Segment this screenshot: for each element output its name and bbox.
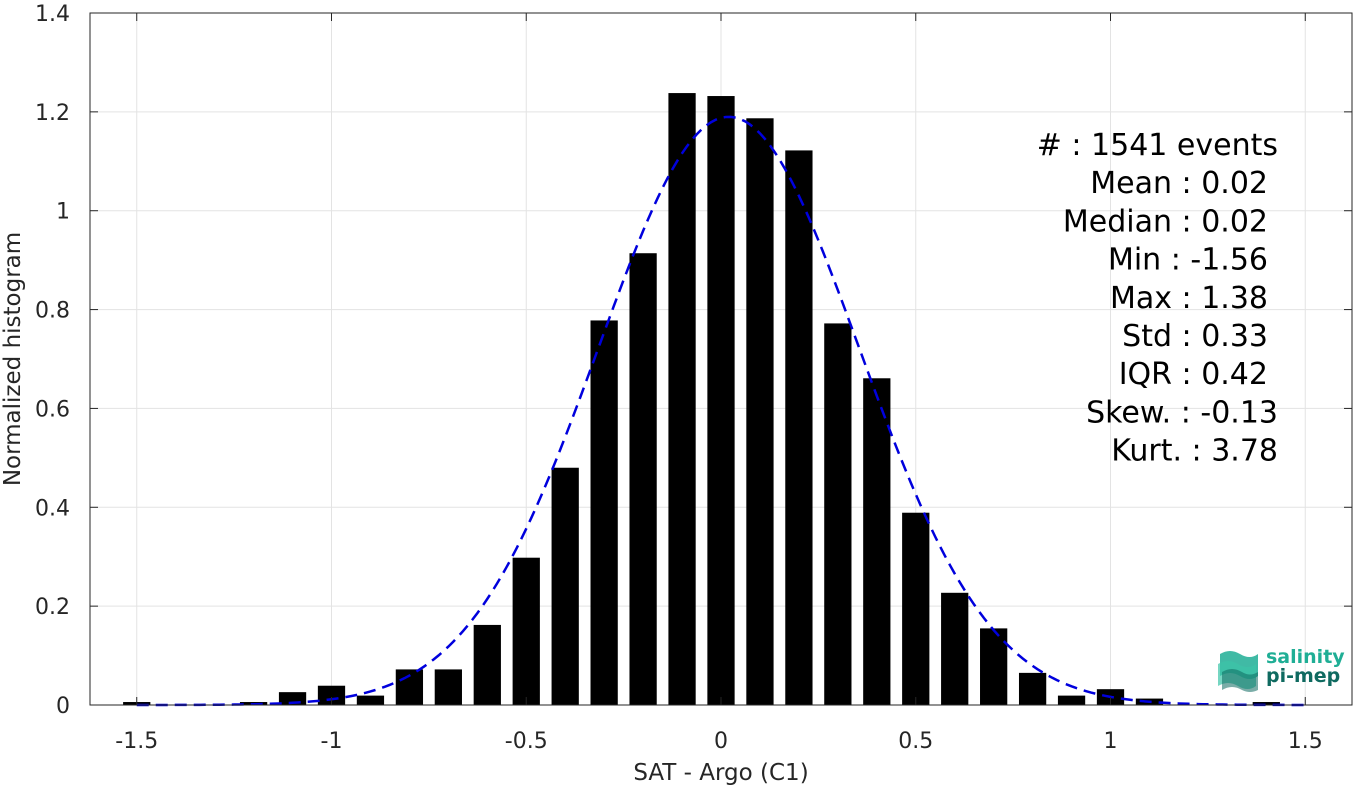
histogram-bar: [668, 93, 696, 706]
y-tick-label: 0: [56, 694, 70, 719]
histogram-bar: [707, 96, 735, 706]
histogram-bar: [512, 557, 540, 705]
histogram-bar: [317, 685, 346, 705]
histogram-bar: [1057, 695, 1086, 705]
y-tick-label: 1.4: [35, 2, 70, 27]
salinity-pimep-logo: salinity pi-mep: [1216, 646, 1346, 696]
wave-logo-icon: [1218, 651, 1258, 692]
x-tick-label: 1: [1104, 729, 1118, 754]
histogram-bars: [123, 93, 1280, 706]
tick-labels: -1.5 -1 -0.5 0 0.5 1 1.5 0 0.2 0.4 0.6 0.8 1 1.2 1.4: [35, 2, 1323, 754]
histogram-bar: [629, 253, 657, 706]
logo-text-salinity: salinity: [1266, 646, 1345, 668]
stat-line: Kurt. : 3.78: [1111, 434, 1278, 469]
histogram-bar: [356, 695, 385, 705]
x-tick-label: 1.5: [1288, 729, 1323, 754]
histogram-bar: [1252, 702, 1280, 705]
histogram-bar: [434, 669, 462, 705]
y-tick-label: 0.6: [35, 397, 70, 422]
histogram-bar: [980, 628, 1008, 705]
x-tick-label: 0.5: [898, 729, 933, 754]
x-tick-label: -1.5: [115, 729, 158, 754]
histogram-bar: [551, 467, 579, 705]
histogram-bar: [473, 624, 501, 705]
x-tick-label: -1: [321, 729, 343, 754]
stat-line: Mean : 0.02: [1090, 166, 1268, 201]
stat-line: Max : 1.38: [1110, 281, 1268, 316]
stat-line: Min : -1.56: [1108, 243, 1268, 278]
stat-line: IQR : 0.42: [1119, 357, 1268, 392]
histogram-bar: [941, 592, 969, 705]
y-tick-label: 0.4: [35, 496, 70, 521]
x-tick-label: 0: [714, 729, 728, 754]
histogram-bar: [1018, 672, 1047, 705]
stat-line: Skew. : -0.13: [1086, 395, 1278, 430]
histogram-bar: [785, 150, 813, 705]
histogram-bar: [863, 378, 891, 705]
y-tick-label: 1.2: [35, 101, 70, 126]
histogram-bar: [590, 320, 618, 705]
y-tick-label: 0.8: [35, 299, 70, 324]
stat-line: Median : 0.02: [1063, 204, 1268, 239]
stat-line: Std : 0.33: [1122, 319, 1268, 354]
x-axis-label: SAT - Argo (C1): [633, 760, 808, 786]
y-axis-label: Normalized histogram: [0, 232, 26, 486]
stat-line: # : 1541 events: [1037, 128, 1278, 163]
histogram-bar: [824, 323, 852, 705]
y-tick-label: 0.2: [35, 595, 70, 620]
histogram-bar: [902, 512, 930, 705]
logo-text-pimep: pi-mep: [1266, 665, 1341, 687]
histogram-bar: [746, 118, 774, 706]
y-tick-label: 1: [56, 200, 70, 225]
x-tick-label: -0.5: [505, 729, 548, 754]
axis-ticks: [90, 12, 1352, 706]
